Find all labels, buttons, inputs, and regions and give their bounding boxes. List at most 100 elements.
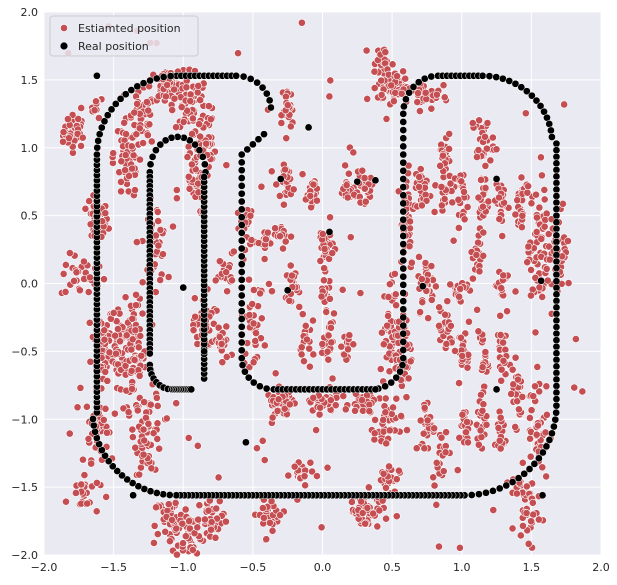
estimated-point: [392, 394, 401, 403]
real-point: [237, 236, 246, 245]
estimated-point: [172, 194, 181, 203]
estimated-point: [373, 522, 382, 531]
estimated-point: [392, 301, 401, 310]
real-point: [552, 231, 561, 240]
axis-tick-labels: −2.0 −1.5 −1.0 −0.5 0.0 0.5 1.0 1.5 2.0 −2.0 −1.5 −…: [11, 6, 609, 574]
estimated-point: [483, 119, 492, 127]
real-point: [552, 401, 561, 410]
real-point: [511, 79, 520, 88]
estimated-point: [515, 405, 523, 414]
estimated-point: [132, 301, 140, 310]
estimated-point: [189, 114, 197, 123]
estimated-point: [153, 208, 162, 216]
x-tick-label: −2.0: [31, 561, 58, 574]
estimated-point: [181, 532, 190, 541]
estimated-point: [385, 367, 394, 376]
estimated-point: [163, 80, 172, 89]
y-tick-label: −2.0: [11, 549, 38, 562]
real-point: [256, 382, 264, 391]
real-point: [552, 257, 561, 266]
real-point: [552, 172, 561, 181]
estimated-point: [308, 467, 317, 476]
estimated-point: [457, 177, 466, 186]
estimated-point: [200, 515, 209, 524]
estimated-point: [382, 514, 390, 523]
estimated-point: [524, 242, 533, 251]
estimated-point: [90, 106, 99, 115]
estimated-point: [401, 74, 410, 83]
x-tick-label: 1.5: [523, 561, 541, 574]
estimated-point: [440, 93, 449, 102]
real-point: [371, 385, 380, 394]
real-point: [399, 264, 408, 273]
real-point: [237, 182, 246, 190]
estimated-point: [285, 400, 294, 409]
estimated-point: [385, 280, 394, 289]
estimated-point: [387, 81, 396, 90]
real-point: [552, 290, 561, 299]
estimated-point: [381, 394, 390, 403]
estimated-point: [74, 115, 83, 123]
estimated-point: [260, 456, 269, 464]
estimated-point: [420, 403, 429, 412]
estimated-point: [526, 414, 534, 422]
estimated-point: [363, 504, 372, 512]
estimated-point: [356, 289, 365, 297]
x-tick-label: 0.5: [383, 561, 401, 574]
estimated-point: [337, 342, 346, 351]
estimated-point: [275, 192, 284, 200]
estimated-point: [218, 358, 227, 367]
real-point: [552, 310, 561, 318]
estimated-point: [312, 426, 321, 434]
real-point: [241, 367, 249, 376]
real-point: [239, 72, 248, 81]
estimated-point: [191, 312, 200, 321]
estimated-point: [578, 387, 587, 396]
estimated-point: [206, 115, 215, 124]
estimated-point: [360, 174, 369, 182]
estimated-point: [511, 210, 520, 219]
estimated-point: [179, 539, 187, 548]
real-point: [242, 438, 250, 447]
estimated-point: [442, 428, 450, 437]
estimated-point: [474, 327, 483, 336]
estimated-point: [403, 426, 411, 435]
estimated-point: [559, 199, 567, 208]
estimated-point: [503, 307, 511, 316]
estimated-point: [508, 524, 517, 533]
estimated-point: [378, 328, 386, 337]
estimated-point: [418, 201, 426, 210]
estimated-point: [455, 433, 464, 442]
real-point: [551, 415, 560, 424]
estimated-point: [535, 283, 544, 292]
estimated-point: [495, 215, 504, 223]
real-point: [495, 484, 504, 493]
estimated-point: [117, 178, 125, 186]
real-point: [260, 130, 268, 139]
real-point: [552, 270, 561, 279]
estimated-point: [344, 169, 353, 178]
real-point: [548, 429, 556, 438]
estimated-point: [306, 458, 315, 467]
estimated-point: [416, 416, 425, 425]
estimated-point: [80, 471, 89, 479]
estimated-point: [217, 340, 226, 348]
estimated-point: [415, 253, 423, 261]
estimated-point: [181, 505, 190, 514]
estimated-point: [121, 361, 130, 370]
real-point: [399, 256, 408, 265]
real-point: [399, 158, 408, 167]
real-point: [552, 205, 561, 214]
estimated-point: [533, 213, 541, 222]
real-point: [552, 382, 561, 390]
real-point: [552, 139, 561, 148]
real-point: [237, 221, 246, 229]
estimated-point: [384, 293, 393, 301]
real-point: [123, 475, 132, 484]
real-point: [100, 117, 109, 126]
real-point: [108, 462, 117, 471]
estimated-point: [542, 265, 551, 273]
estimated-point: [114, 325, 122, 333]
estimated-point: [315, 410, 324, 419]
real-point: [545, 436, 554, 444]
